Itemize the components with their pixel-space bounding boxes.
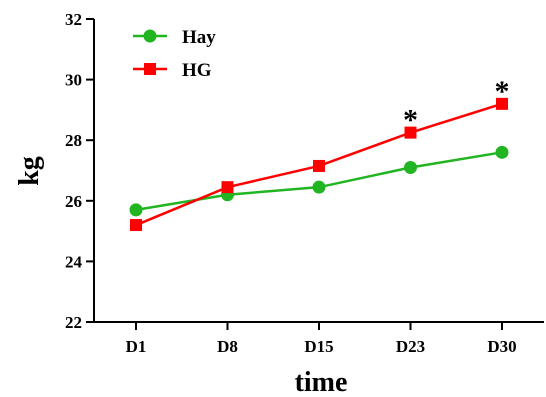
significance-marker: * [403, 104, 418, 137]
x-tick-label: D1 [126, 337, 147, 356]
y-axis-title: kg [14, 156, 45, 186]
series-hay [129, 145, 509, 217]
significance-marker: * [495, 75, 510, 108]
hg-point [313, 159, 325, 172]
x-tick-label: D15 [304, 337, 333, 356]
y-tick-label: 26 [65, 192, 82, 211]
series-layer [129, 97, 509, 232]
legend-label: Hay [182, 27, 216, 48]
legend-item-hg: HG [133, 60, 212, 81]
hg-point [130, 219, 142, 232]
legend: Hay HG [133, 27, 216, 81]
x-tick-label: D23 [396, 337, 425, 356]
hay-point [312, 180, 326, 194]
legend-item-hay: Hay [133, 27, 216, 48]
annotation-layer: ** [403, 75, 510, 137]
hay-point [495, 145, 509, 159]
legend-swatch-marker [143, 29, 157, 43]
y-tick-label: 24 [65, 252, 83, 271]
hay-point [404, 160, 417, 174]
hg-point [221, 181, 234, 194]
axes: 22 24 26 28 30 32 D1 D8 D15 D23 D30 [65, 10, 544, 356]
hg-point [496, 97, 508, 110]
x-tick-label: D8 [217, 337, 238, 356]
y-tick-label: 22 [65, 313, 82, 332]
y-tick-label: 30 [65, 71, 82, 90]
series-hg [130, 97, 508, 232]
hay-point [129, 203, 143, 217]
hg-point [404, 126, 417, 139]
x-axis-title: time [295, 367, 348, 397]
x-tick-label: D30 [487, 337, 516, 356]
y-tick-label: 32 [65, 10, 82, 29]
legend-label: HG [182, 60, 212, 81]
legend-swatch-marker [144, 63, 156, 75]
y-tick-label: 28 [65, 131, 82, 150]
